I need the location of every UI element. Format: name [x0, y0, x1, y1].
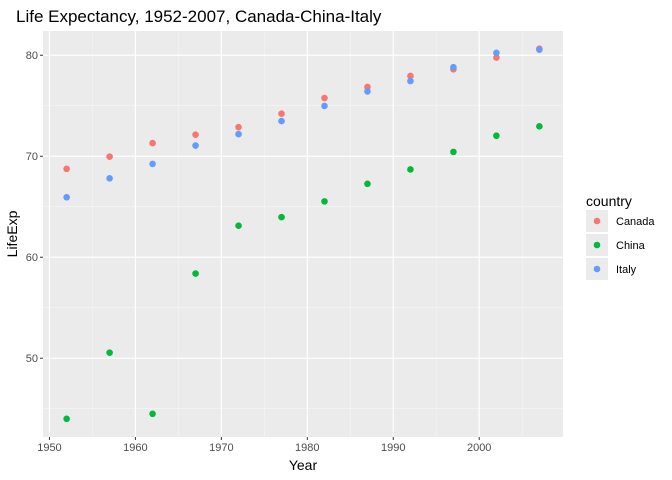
data-point-italy — [536, 46, 543, 53]
legend-key-point — [593, 241, 601, 249]
data-point-china — [364, 180, 371, 188]
data-point-canada — [407, 72, 414, 80]
data-point-italy — [149, 160, 156, 168]
data-point-italy — [192, 142, 199, 149]
data-point-canada — [321, 94, 328, 102]
plot-panel — [43, 31, 563, 437]
data-point-italy — [278, 117, 285, 125]
data-point-italy — [63, 193, 70, 201]
y-tick-label: 70 — [26, 151, 38, 163]
x-axis: 1950 1960 1970 1980 1990 2000 — [37, 437, 491, 454]
major-gridlines — [43, 31, 563, 437]
data-point-china — [450, 148, 457, 156]
data-point-canada — [192, 131, 199, 139]
legend-key-point — [593, 265, 601, 273]
data-point-canada — [149, 139, 156, 147]
data-point-canada — [63, 165, 70, 173]
data-point-italy — [364, 88, 371, 95]
x-tick-label: 1970 — [209, 442, 233, 454]
data-point-canada — [493, 54, 500, 61]
data-points — [63, 45, 543, 423]
data-point-italy — [235, 130, 242, 138]
y-tick-label: 60 — [26, 252, 38, 264]
x-axis-title: Year — [289, 457, 318, 473]
data-point-italy — [321, 102, 328, 110]
legend-label-italy: Italy — [616, 264, 637, 276]
data-point-italy — [450, 63, 457, 71]
x-tick-label: 2000 — [467, 442, 491, 454]
data-point-china — [149, 410, 156, 418]
data-point-italy — [493, 49, 500, 57]
legend-label-china: China — [616, 240, 646, 252]
data-point-china — [321, 198, 328, 205]
legend-key-point — [593, 217, 601, 225]
data-point-china — [192, 270, 199, 277]
data-point-china — [493, 132, 500, 140]
data-point-canada — [106, 153, 113, 160]
data-point-china — [106, 349, 113, 356]
data-point-italy — [407, 77, 414, 85]
x-tick-label: 1950 — [37, 442, 61, 454]
data-point-china — [235, 222, 242, 230]
x-tick-label: 1980 — [295, 442, 319, 454]
y-tick-label: 50 — [26, 353, 38, 365]
chart-title: Life Expectancy, 1952-2007, Canada-China… — [16, 7, 382, 26]
y-axis: 50 60 70 80 — [26, 50, 43, 365]
x-tick-label: 1960 — [123, 442, 147, 454]
minor-gridlines — [43, 31, 563, 437]
data-point-china — [536, 123, 543, 130]
data-point-canada — [278, 110, 285, 118]
data-point-china — [278, 213, 285, 221]
legend: country Canada China Italy — [586, 193, 655, 280]
x-tick-label: 1990 — [381, 442, 405, 454]
data-point-china — [407, 166, 414, 173]
data-point-canada — [235, 123, 242, 131]
legend-title: country — [586, 193, 632, 209]
y-tick-label: 80 — [26, 50, 38, 62]
data-point-italy — [106, 175, 113, 182]
y-axis-title: LifeExp — [4, 210, 20, 257]
legend-label-canada: Canada — [616, 216, 655, 228]
data-point-china — [63, 415, 70, 423]
